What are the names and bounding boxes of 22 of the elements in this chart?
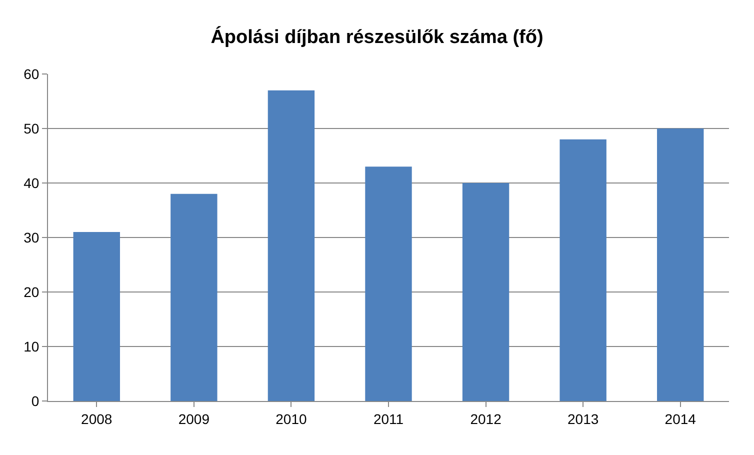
y-tick-label: 40 xyxy=(24,174,40,191)
bar xyxy=(462,183,510,401)
bar xyxy=(657,128,704,401)
bar xyxy=(268,90,315,401)
y-tick-label: 60 xyxy=(24,66,40,82)
y-tick-label: 20 xyxy=(24,284,40,300)
bar xyxy=(560,139,606,401)
x-tick-label: 2011 xyxy=(373,410,404,427)
bar xyxy=(170,194,218,401)
bar xyxy=(73,232,120,401)
x-tick-label: 2012 xyxy=(470,410,502,427)
y-tick-label: 30 xyxy=(24,229,40,246)
x-tick-label: 2008 xyxy=(81,410,112,427)
x-tick-label: 2014 xyxy=(664,410,696,427)
x-tick-label: 2010 xyxy=(276,410,307,427)
bar xyxy=(365,166,412,401)
y-tick-label: 50 xyxy=(24,120,40,136)
chart-title: Ápolási díjban részesülők száma (fő) xyxy=(210,26,544,48)
y-tick-label: 10 xyxy=(24,338,40,354)
x-tick-label: 2009 xyxy=(178,410,210,427)
y-tick-label: 0 xyxy=(31,392,40,409)
x-tick-label: 2013 xyxy=(567,410,599,427)
